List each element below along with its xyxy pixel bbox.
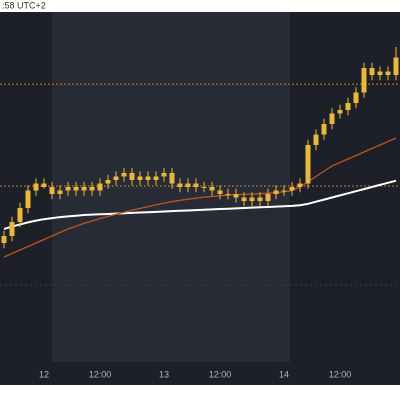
candle-body <box>345 103 351 110</box>
candle-body <box>289 187 295 191</box>
candle-body <box>257 197 263 201</box>
x-tick-label: 12:00 <box>209 369 232 379</box>
candle-body <box>297 183 303 187</box>
x-tick-label: 14 <box>279 369 289 379</box>
candle-body <box>33 183 39 191</box>
candle-body <box>161 173 167 177</box>
candle-body <box>305 145 311 184</box>
candle-body <box>193 183 199 187</box>
candle-body <box>121 173 127 177</box>
x-tick-label: 12:00 <box>329 369 352 379</box>
candle-body <box>377 71 383 75</box>
candle-body <box>153 176 159 180</box>
candle-body <box>329 113 335 124</box>
candle-body <box>233 194 239 198</box>
session-band <box>52 12 290 362</box>
candle-body <box>337 110 343 114</box>
candle-body <box>361 68 367 93</box>
candle-body <box>145 176 151 180</box>
candle-body <box>265 194 271 201</box>
candle-body <box>73 187 79 191</box>
candle-body <box>17 208 23 222</box>
candle-body <box>201 187 207 188</box>
candle-body <box>177 183 183 187</box>
candle-body <box>169 173 175 184</box>
candle-body <box>385 71 391 75</box>
candle-body <box>273 190 279 194</box>
x-tick-label: 13 <box>159 369 169 379</box>
candle-body <box>217 190 223 194</box>
candle-body <box>209 187 215 191</box>
candle-body <box>241 197 247 201</box>
candle-body <box>281 190 287 192</box>
candle-body <box>129 173 135 180</box>
candle-body <box>65 187 71 191</box>
candle-body <box>105 180 111 184</box>
candle-body <box>225 194 231 195</box>
candle-body <box>57 190 63 194</box>
candle-body <box>1 236 7 243</box>
candle-body <box>25 190 31 208</box>
candle-body <box>137 176 143 180</box>
candle-body <box>49 187 55 194</box>
candle-body <box>393 57 399 75</box>
x-tick-label: 12 <box>39 369 49 379</box>
candle-body <box>249 197 255 201</box>
candle-body <box>97 183 103 191</box>
candle-body <box>321 124 327 135</box>
candle-body <box>81 187 87 191</box>
moving-average <box>3 137 397 258</box>
candle-body <box>185 183 191 187</box>
candle-body <box>41 183 47 187</box>
candle-body <box>353 92 359 103</box>
header-text: :58 UTC+2 <box>2 0 46 10</box>
candle-body <box>369 68 375 75</box>
moving-average <box>3 179 397 230</box>
candle-body <box>9 222 15 236</box>
candle-body <box>113 176 119 180</box>
candle-body <box>313 134 319 145</box>
candle-body <box>89 187 95 191</box>
x-tick-label: 12:00 <box>89 369 112 379</box>
